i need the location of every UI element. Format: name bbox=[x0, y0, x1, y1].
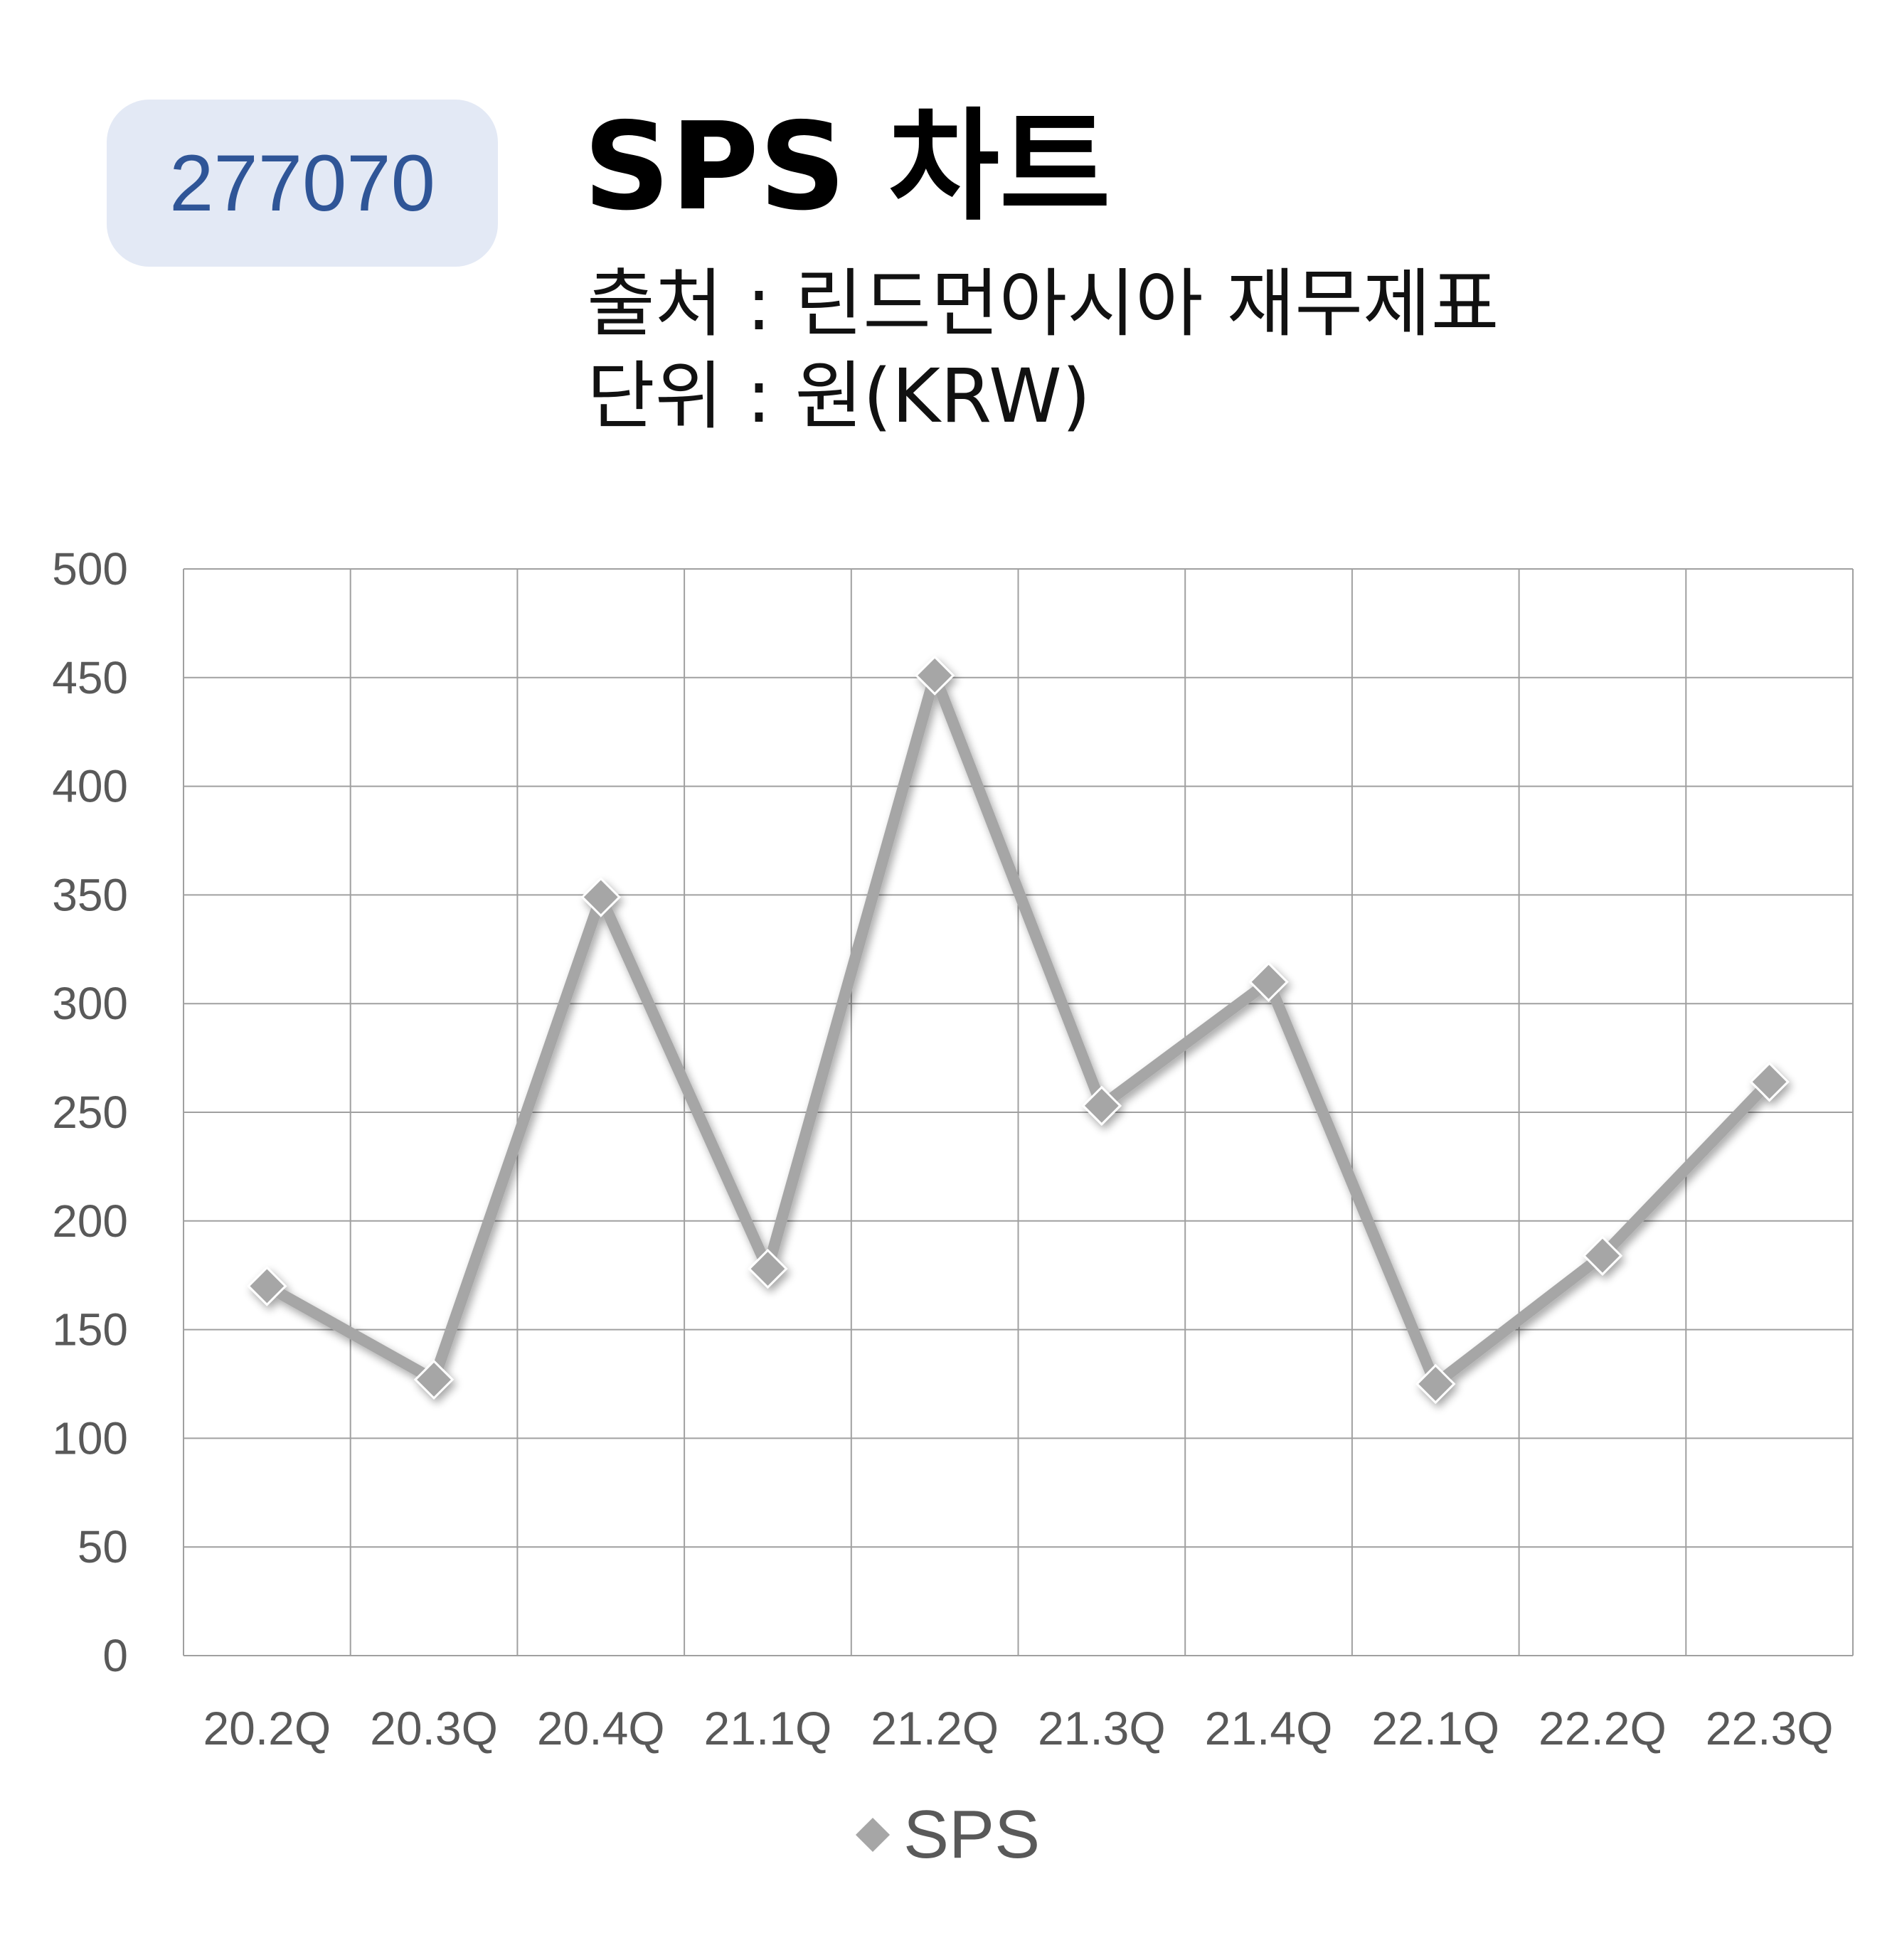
unit-note: 단위 : 원(KRW) bbox=[587, 353, 1091, 440]
y-tick-label: 300 bbox=[52, 978, 128, 1029]
chart-title: SPS 차트 bbox=[583, 97, 1111, 238]
y-tick-label: 0 bbox=[102, 1630, 128, 1681]
plot-grid bbox=[183, 568, 1854, 1656]
data-point bbox=[1081, 1085, 1122, 1126]
y-tick-label: 250 bbox=[52, 1087, 128, 1138]
data-point bbox=[1415, 1363, 1456, 1405]
y-tick-label: 200 bbox=[52, 1195, 128, 1247]
data-point bbox=[1582, 1235, 1623, 1276]
y-tick-label: 150 bbox=[52, 1304, 128, 1356]
y-tick-label: 450 bbox=[52, 652, 128, 703]
legend-label: SPS bbox=[903, 1796, 1041, 1873]
series-sps bbox=[247, 655, 1790, 1405]
legend: SPS bbox=[855, 1796, 1041, 1874]
y-tick-label: 100 bbox=[52, 1412, 128, 1464]
x-tick-label: 22.3Q bbox=[1706, 1702, 1834, 1754]
data-point bbox=[580, 877, 621, 917]
x-tick-label: 22.1Q bbox=[1371, 1702, 1499, 1754]
y-tick-label: 350 bbox=[52, 869, 128, 920]
series-line bbox=[261, 669, 1775, 1390]
x-tick-label: 21.4Q bbox=[1205, 1702, 1333, 1754]
y-tick-label: 50 bbox=[78, 1521, 128, 1572]
x-tick-label: 21.2Q bbox=[871, 1702, 999, 1754]
data-point bbox=[748, 1248, 788, 1289]
legend-diamond-icon bbox=[855, 1817, 891, 1853]
x-tick-label: 22.2Q bbox=[1539, 1702, 1667, 1754]
x-tick-label: 20.4Q bbox=[537, 1702, 665, 1754]
x-tick-label: 21.1Q bbox=[704, 1702, 832, 1754]
data-point bbox=[413, 1359, 455, 1400]
data-point bbox=[915, 655, 955, 696]
x-tick-label: 20.2Q bbox=[203, 1702, 331, 1754]
x-tick-label: 20.3Q bbox=[370, 1702, 498, 1754]
data-point bbox=[1248, 962, 1289, 1002]
y-tick-label: 500 bbox=[52, 543, 128, 595]
x-tick-label: 21.3Q bbox=[1038, 1702, 1166, 1754]
y-tick-label: 400 bbox=[52, 761, 128, 812]
data-point bbox=[1749, 1062, 1790, 1102]
stock-code-badge: 277070 bbox=[107, 100, 498, 267]
axis-labels: 0 50 100 150 200 250 300 350 400 450 500 20.2Q 20.3Q… bbox=[52, 543, 1833, 1754]
stock-code: 277070 bbox=[169, 139, 435, 228]
source-note: 출처 : 린드먼아시아 재무제표 bbox=[587, 260, 1499, 347]
data-point bbox=[247, 1266, 287, 1306]
